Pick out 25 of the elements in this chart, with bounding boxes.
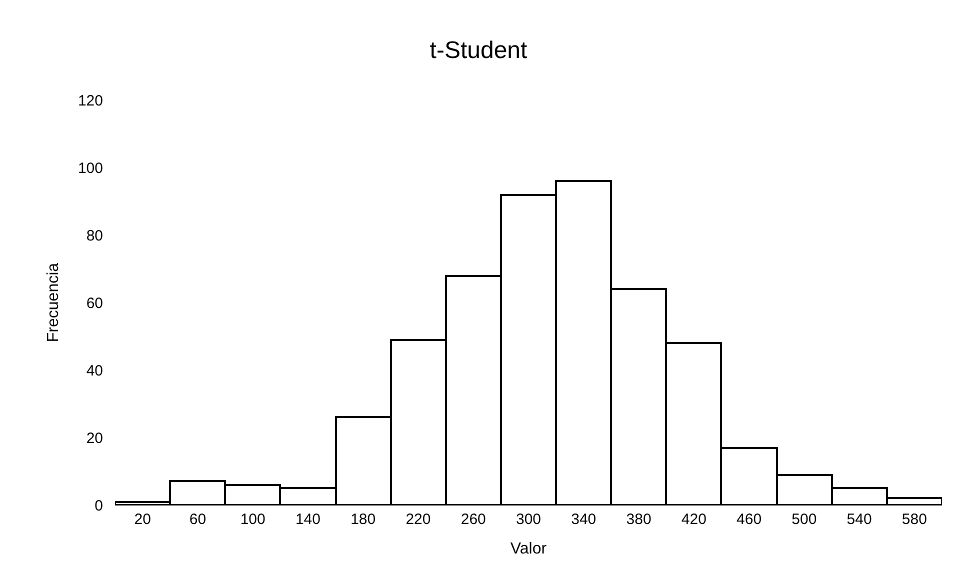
x-tick-label: 540 (846, 511, 872, 528)
y-tick-label: 40 (86, 362, 103, 380)
x-tick-label: 460 (736, 511, 762, 528)
x-tick-label: 20 (134, 511, 151, 528)
x-tick-label: 500 (792, 511, 817, 528)
x-tick-label: 580 (902, 511, 927, 528)
x-tick-label: 100 (240, 511, 266, 528)
y-tick-label: 100 (78, 160, 103, 177)
chart-title: t-Student (430, 36, 528, 64)
y-tick-label: 20 (86, 430, 103, 447)
x-tick-label: 340 (571, 511, 596, 528)
y-tick-label: 120 (78, 92, 103, 110)
y-tick-label: 0 (94, 497, 103, 514)
y-tick-label: 60 (86, 294, 103, 312)
y-axis-title: Frecuencia (44, 262, 62, 342)
x-tick-label: 420 (681, 511, 706, 528)
x-tick-label: 180 (350, 511, 376, 528)
x-tick-label: 380 (626, 511, 652, 528)
x-tick-label: 220 (406, 511, 431, 528)
x-tick-label: 60 (189, 511, 206, 528)
x-tick-label: 260 (460, 511, 486, 528)
y-tick-label: 80 (86, 227, 103, 244)
x-axis-title: Valor (510, 540, 548, 558)
x-tick-label: 140 (295, 511, 320, 528)
x-tick-label: 300 (516, 511, 542, 528)
